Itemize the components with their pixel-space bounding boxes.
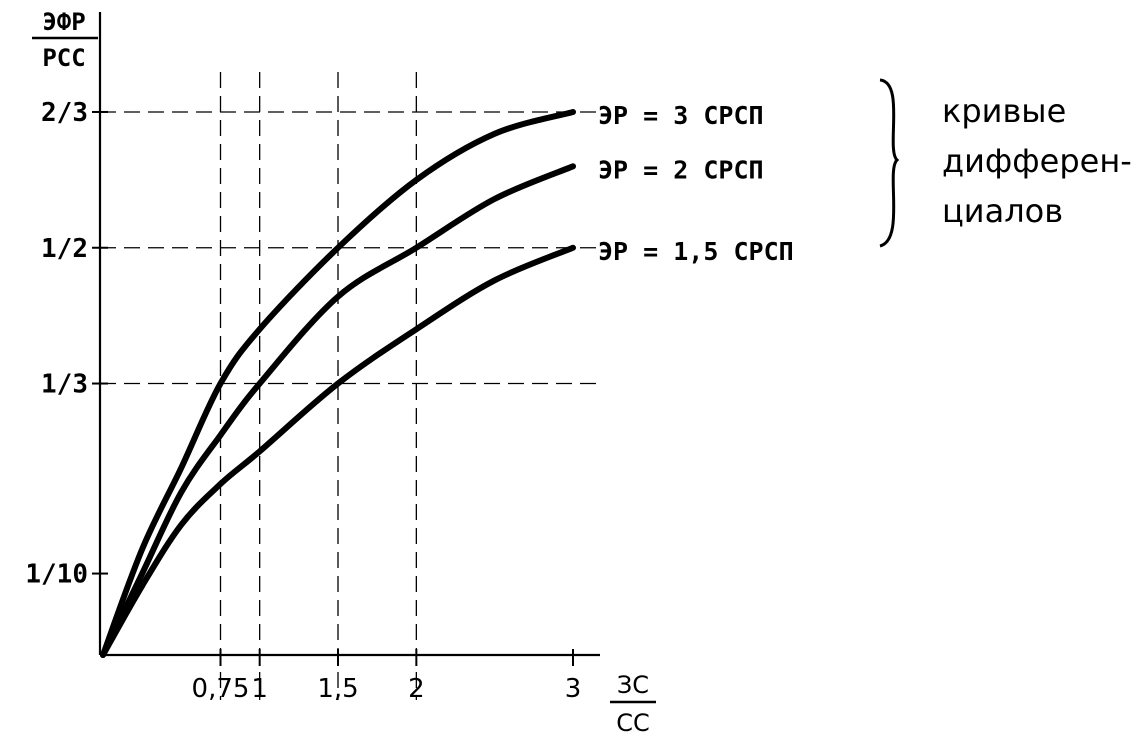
y-label-numerator: ЭФР — [42, 8, 85, 36]
x-tick-label: 1 — [251, 674, 268, 704]
series-label: ЭР = 2 СРСП — [598, 155, 764, 184]
y-tick-label: 1/10 — [25, 560, 88, 590]
annotation-line-2: дифферен- — [942, 142, 1132, 180]
brace-icon — [879, 78, 900, 248]
series-label: ЭР = 1,5 СРСП — [598, 237, 794, 266]
x-axis-label: ЗС СС — [610, 671, 656, 737]
y-tick-label: 2/3 — [41, 98, 88, 128]
curve-er-2 — [100, 163, 577, 658]
x-label-denominator: СС — [616, 709, 650, 737]
y-ticks: 1/10 1/3 1/2 2/3 — [25, 98, 108, 590]
x-ticks: 0,75 1 1,5 2 3 — [192, 649, 582, 704]
annotation: кривые дифферен- циалов — [942, 92, 1132, 230]
y-label-denominator: РСС — [42, 44, 85, 72]
axes — [98, 12, 600, 657]
y-tick-label: 1/3 — [41, 370, 88, 400]
curve-er-3 — [100, 108, 577, 658]
curves — [100, 108, 577, 658]
curve-er-1-5 — [100, 244, 577, 658]
x-tick-label: 0,75 — [192, 674, 250, 704]
guide-lines — [100, 72, 602, 700]
x-label-numerator: ЗС — [617, 671, 649, 699]
y-axis-label: ЭФР РСС — [32, 8, 98, 72]
annotation-line-1: кривые — [942, 92, 1066, 130]
x-tick-label: 3 — [565, 674, 582, 704]
series-labels: ЭР = 3 СРСП ЭР = 2 СРСП ЭР = 1,5 СРСП — [598, 101, 794, 266]
y-tick-label: 1/2 — [41, 234, 88, 264]
x-tick-label: 1,5 — [317, 674, 358, 704]
series-label: ЭР = 3 СРСП — [598, 101, 764, 130]
x-tick-label: 2 — [408, 674, 425, 704]
annotation-line-3: циалов — [942, 192, 1063, 230]
